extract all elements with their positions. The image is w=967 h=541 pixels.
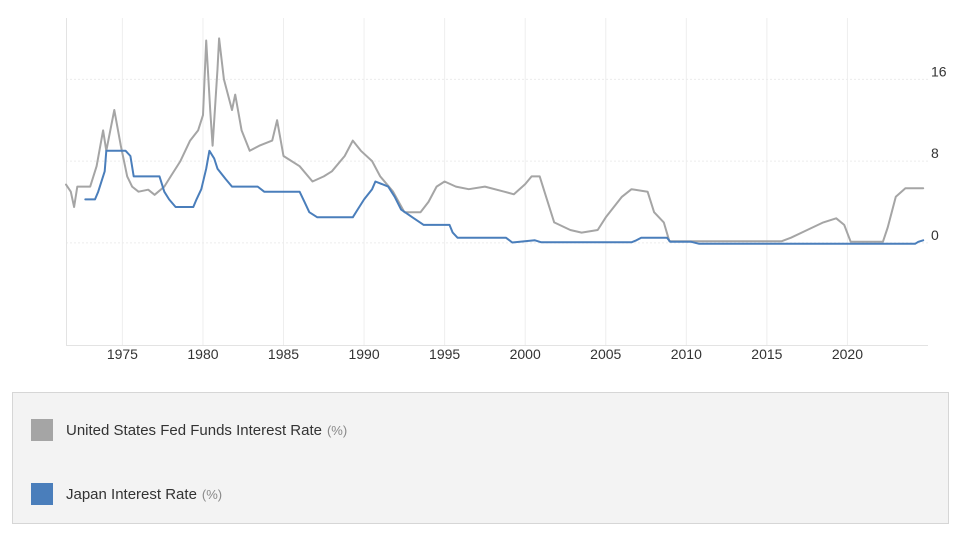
y-tick-label: 0 xyxy=(931,227,939,243)
x-tick-label: 2005 xyxy=(590,346,621,362)
vertical-gridlines xyxy=(121,18,848,345)
x-tick-label: 2000 xyxy=(510,346,541,362)
legend-label-japan: Japan Interest Rate xyxy=(66,485,197,503)
x-tick-label: 2020 xyxy=(832,346,863,362)
x-tick-label: 1980 xyxy=(187,346,218,362)
legend: United States Fed Funds Interest Rate (%… xyxy=(12,392,949,524)
x-axis-tick-labels: 1975 1980 1985 1990 1995 2000 2005 2010 2015 2020 xyxy=(107,346,863,362)
y-tick-label: 16 xyxy=(931,63,947,79)
x-tick-label: 2010 xyxy=(671,346,702,362)
x-tick-label: 1975 xyxy=(107,346,138,362)
y-tick-label: 8 xyxy=(931,145,939,161)
horizontal-gridlines xyxy=(66,78,928,244)
legend-item-us-fed-funds-rate[interactable]: United States Fed Funds Interest Rate (%… xyxy=(31,419,347,441)
x-tick-label: 1985 xyxy=(268,346,299,362)
legend-item-japan-rate[interactable]: Japan Interest Rate (%) xyxy=(31,483,222,505)
legend-swatch-japan xyxy=(31,483,53,505)
legend-label-us: United States Fed Funds Interest Rate xyxy=(66,421,322,439)
legend-swatch-us xyxy=(31,419,53,441)
x-tick-label: 1995 xyxy=(429,346,460,362)
legend-unit-us: (%) xyxy=(326,422,348,438)
series-lines xyxy=(65,37,925,245)
legend-unit-japan: (%) xyxy=(201,486,223,502)
us-fed-funds-rate-line xyxy=(65,37,925,243)
line-chart: 1975 1980 1985 1990 1995 2000 2005 2010 2015 2020… xyxy=(65,18,947,362)
x-tick-label: 2015 xyxy=(751,346,782,362)
x-tick-label: 1990 xyxy=(348,346,379,362)
japan-interest-rate-line xyxy=(84,149,925,245)
